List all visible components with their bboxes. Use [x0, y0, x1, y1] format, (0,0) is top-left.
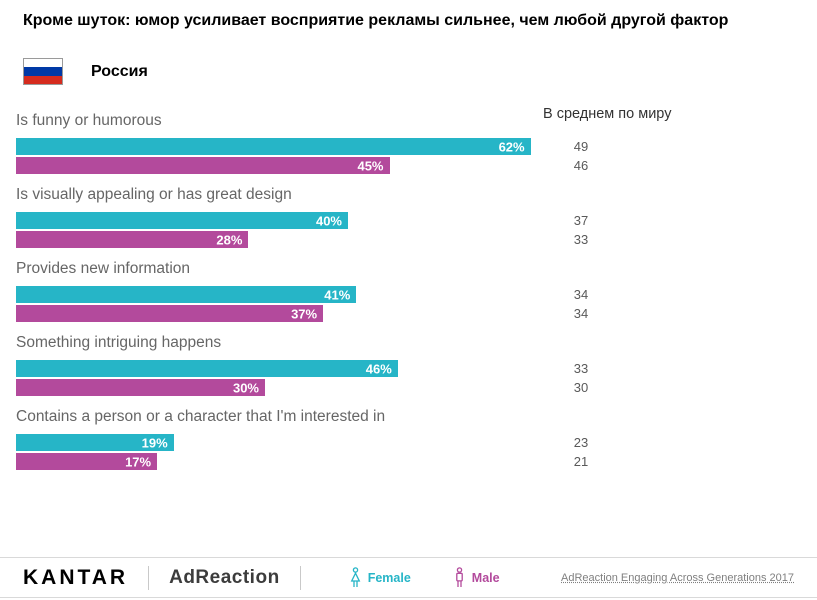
kantar-logo: KANTAR	[23, 565, 129, 589]
world-average-male: 21	[573, 454, 589, 469]
female-bar-value: 41%	[324, 287, 351, 302]
male-bar-value: 28%	[216, 232, 243, 247]
female-bar: 62%	[16, 138, 531, 155]
country-name: Россия	[91, 62, 148, 80]
adreaction-logo: AdReaction	[169, 566, 280, 588]
category-label: Something intriguing happens	[16, 334, 222, 351]
world-average-male: 46	[573, 158, 589, 173]
male-bar: 28%	[16, 231, 249, 248]
male-bar-value: 37%	[291, 306, 318, 321]
male-person-icon	[455, 566, 463, 587]
footer: KANTAR AdReaction Female Male	[0, 557, 817, 598]
flag-stripe-red	[24, 75, 62, 84]
divider	[148, 565, 150, 590]
category-label: Contains a person or a character that I'…	[16, 408, 386, 425]
legend-female-label: Female	[367, 570, 411, 585]
world-average-female: 34	[573, 287, 589, 302]
male-bar: 45%	[16, 157, 390, 174]
bar-chart: Is funny or humorous 62% 45% 49 46 Is vi…	[16, 0, 801, 560]
female-bar: 40%	[16, 212, 348, 229]
male-bar: 17%	[16, 453, 158, 470]
world-average-female: 49	[573, 139, 589, 154]
female-bar-value: 62%	[498, 139, 525, 154]
female-bar-value: 46%	[365, 361, 392, 376]
female-person-icon	[350, 566, 361, 587]
category-label: Is funny or humorous	[16, 112, 162, 129]
female-bar-value: 40%	[315, 213, 342, 228]
female-bar: 19%	[16, 434, 174, 451]
page-title: Кроме шуток: юмор усиливает восприятие р…	[23, 12, 729, 29]
world-average-male: 30	[573, 380, 589, 395]
female-bar-value: 19%	[141, 435, 168, 450]
legend-male-label: Male	[471, 570, 500, 585]
legend-female: Female	[349, 566, 411, 589]
world-average-female: 33	[573, 361, 589, 376]
source-note: AdReaction Engaging Across Generations 2…	[561, 571, 794, 584]
chart-legend: Female Male	[349, 566, 500, 589]
female-bar: 41%	[16, 286, 357, 303]
female-bar: 46%	[16, 360, 398, 377]
chart-group: Something intriguing happens 46% 30% 33 …	[16, 334, 801, 398]
world-average-header: В среднем по миру	[543, 106, 672, 122]
chart-group: Is visually appealing or has great desig…	[16, 186, 801, 250]
flag-stripe-white	[24, 59, 62, 68]
flag-stripe-blue	[24, 67, 62, 76]
world-average-female: 23	[573, 435, 589, 450]
chart-group: Contains a person or a character that I'…	[16, 408, 801, 472]
chart-group: Provides new information 41% 37% 34 34	[16, 260, 801, 324]
male-bar-value: 17%	[125, 454, 152, 469]
world-average-male: 34	[573, 306, 589, 321]
legend-male: Male	[453, 566, 500, 589]
male-bar: 37%	[16, 305, 324, 322]
russia-flag-icon	[23, 58, 63, 85]
category-label: Provides new information	[16, 260, 191, 277]
world-average-male: 33	[573, 232, 589, 247]
country-block: Россия	[23, 58, 148, 85]
category-label: Is visually appealing or has great desig…	[16, 186, 292, 203]
world-average-female: 37	[573, 213, 589, 228]
chart-group: Is funny or humorous 62% 45% 49 46	[16, 112, 801, 176]
divider	[299, 565, 301, 590]
male-bar: 30%	[16, 379, 265, 396]
male-bar-value: 45%	[357, 158, 384, 173]
male-bar-value: 30%	[232, 380, 259, 395]
